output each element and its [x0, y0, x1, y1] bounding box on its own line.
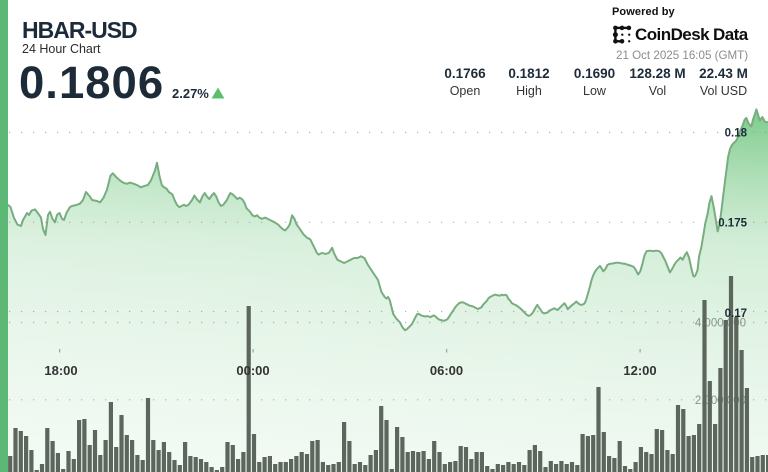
- svg-text:4,000,000: 4,000,000: [695, 318, 746, 330]
- svg-text:0.175: 0.175: [718, 217, 747, 229]
- svg-text:0.17: 0.17: [725, 308, 747, 320]
- svg-text:12:00: 12:00: [623, 363, 656, 378]
- svg-text:18:00: 18:00: [44, 363, 77, 378]
- svg-text:0.18: 0.18: [725, 128, 748, 140]
- svg-text:00:00: 00:00: [236, 363, 269, 378]
- svg-text:06:00: 06:00: [430, 363, 463, 378]
